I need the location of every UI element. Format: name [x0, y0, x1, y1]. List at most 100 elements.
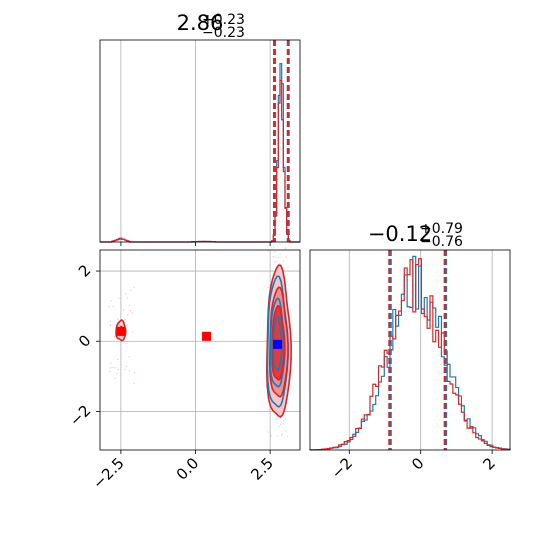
sample-point	[267, 401, 269, 403]
tick-label-contour-x-0: −2.5	[89, 454, 127, 492]
title-top-median: 2.86	[177, 11, 224, 35]
truth-marker-2	[273, 339, 283, 349]
sample-point	[267, 250, 269, 252]
title-top-upper: +0.23	[202, 12, 245, 28]
sample-point	[125, 365, 128, 368]
title-top-lower: −0.23	[202, 25, 245, 41]
sample-point	[273, 261, 275, 263]
sample-point	[278, 257, 280, 259]
sample-point	[284, 247, 286, 249]
sample-point	[133, 286, 135, 288]
sample-point	[112, 305, 114, 308]
sample-point	[276, 435, 278, 437]
contour-frame	[99, 249, 301, 451]
sample-point	[114, 377, 116, 379]
tick-label-contour-y-1: 0	[75, 331, 94, 350]
sample-point	[129, 304, 131, 306]
sample-point	[124, 318, 126, 321]
sample-point	[117, 358, 119, 360]
sample-point	[129, 309, 132, 312]
sample-point	[134, 372, 136, 374]
sample-point	[114, 335, 116, 338]
sample-point	[114, 335, 117, 337]
sample-point	[117, 368, 119, 370]
histogram-right-title: −0.12	[368, 222, 432, 246]
sample-point	[283, 420, 285, 422]
sample-point	[278, 425, 280, 428]
truth-marker-1	[202, 331, 212, 341]
sample-point	[270, 435, 272, 437]
tick-label-contour-x-1: 0.0	[173, 454, 203, 484]
sample-point	[277, 418, 279, 420]
tick-label-right-x-0: −2	[328, 454, 356, 482]
histogram-right-frame	[309, 249, 511, 451]
sample-point	[109, 371, 111, 373]
sample-point	[267, 431, 269, 433]
sample-point	[272, 256, 274, 258]
sample-point	[267, 287, 269, 289]
title-right-median: −0.12	[368, 222, 432, 246]
sample-point	[279, 262, 281, 265]
sample-point	[113, 366, 116, 369]
sample-point	[282, 260, 285, 262]
sample-point	[110, 362, 112, 364]
sample-point	[282, 423, 285, 425]
sample-point	[287, 270, 289, 272]
sample-point	[110, 300, 112, 302]
sample-point	[287, 435, 289, 437]
sample-point	[116, 373, 118, 375]
sample-point	[118, 297, 120, 299]
sample-point	[130, 289, 132, 291]
sample-point	[284, 430, 287, 432]
sample-point	[128, 355, 130, 358]
sample-point	[122, 309, 125, 311]
sample-point	[268, 408, 271, 410]
sample-point	[275, 261, 277, 263]
tick-label-contour-x-2: 2.5	[247, 454, 277, 484]
sample-point	[280, 434, 283, 436]
tick-label-right-x-1: 0	[408, 454, 427, 473]
contour-blue-mid	[269, 297, 286, 388]
sample-point	[116, 318, 119, 320]
title-right-upper: +0.79	[420, 221, 463, 237]
sample-point	[126, 297, 128, 299]
histogram-top-frame	[99, 39, 301, 243]
sample-point	[110, 320, 112, 322]
sample-point	[275, 256, 277, 258]
contour-blue-outer	[266, 275, 289, 408]
histogram-top-title: 2.86	[177, 11, 224, 35]
sample-point	[133, 382, 135, 385]
sample-point	[131, 312, 134, 314]
histogram-panel-top: 2.86 +0.23 −0.23	[99, 11, 301, 246]
sample-point	[273, 246, 275, 248]
sample-point	[125, 293, 127, 295]
sample-point	[125, 324, 128, 327]
sample-point	[274, 250, 276, 252]
sample-point	[287, 266, 289, 268]
histogram-right-red-series	[309, 258, 511, 451]
sample-point	[269, 433, 272, 435]
contour-panel: −2.5 0.0 2.5 −2 0 2	[66, 246, 301, 493]
sample-point	[280, 424, 282, 426]
histogram-top-red-series	[100, 79, 300, 243]
histogram-panel-right: −2 0 2 −0.12 +0.79 −0.76	[309, 221, 511, 482]
sample-point	[281, 433, 284, 435]
truth-marker-0	[116, 326, 126, 336]
sample-point	[126, 314, 129, 316]
sample-point	[109, 324, 111, 326]
sample-point	[110, 325, 112, 327]
sample-point	[124, 368, 126, 371]
sample-point	[287, 284, 289, 286]
sample-point	[108, 305, 110, 308]
sample-point	[279, 253, 281, 255]
sample-point	[285, 256, 287, 258]
sample-point	[128, 370, 131, 372]
sample-point	[273, 256, 275, 258]
tick-label-contour-y-2: 2	[75, 261, 94, 280]
sample-point	[284, 418, 286, 420]
sample-point	[109, 367, 111, 369]
tick-label-right-x-2: 2	[479, 454, 498, 473]
sample-point	[131, 331, 134, 333]
title-right-lower: −0.76	[420, 234, 463, 250]
